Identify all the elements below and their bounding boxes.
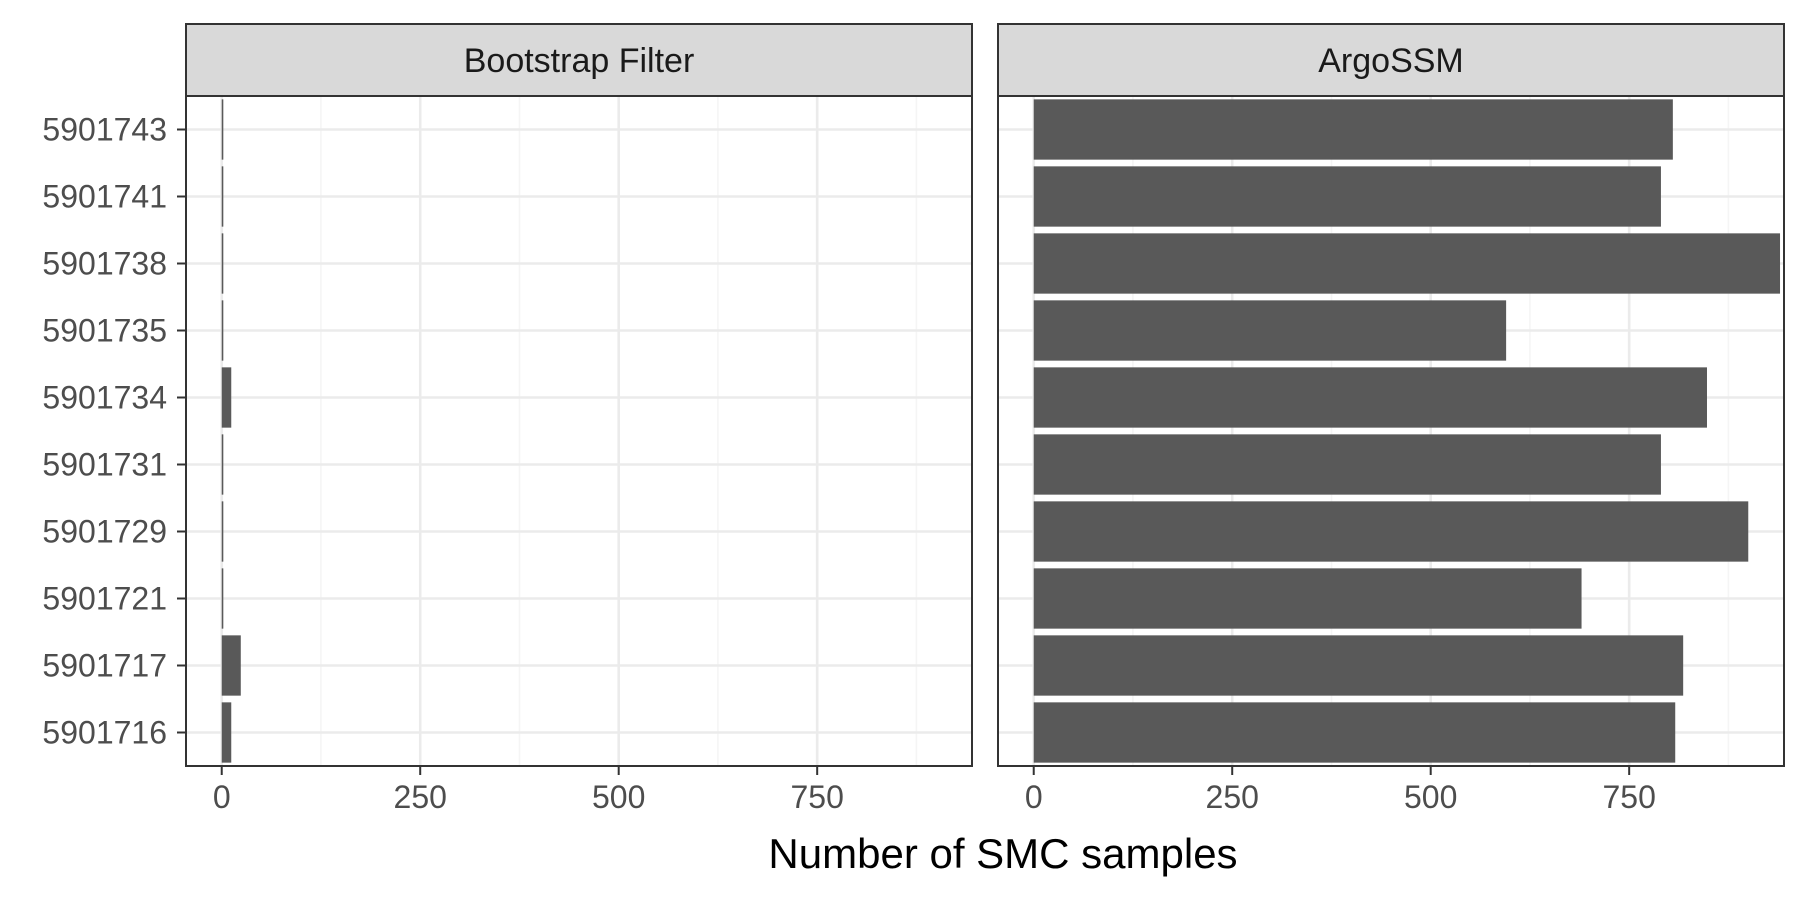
bar <box>221 568 224 629</box>
y-axis-labels: 5901743 5901741 5901738 5901735 5901734 59017… <box>42 112 186 751</box>
bar <box>1033 568 1582 629</box>
x-tick-label: 500 <box>592 779 645 815</box>
bar <box>221 300 224 361</box>
bar <box>1033 434 1661 495</box>
panel-background <box>186 96 972 766</box>
facet-strip <box>185 23 973 97</box>
x-tick-label: 750 <box>790 779 843 815</box>
x-tick-label: 0 <box>213 779 231 815</box>
y-tick-label: 5901717 <box>42 648 167 684</box>
bar <box>1033 635 1684 696</box>
bar <box>221 367 232 428</box>
x-tick-label: 250 <box>394 779 447 815</box>
x-axis-title: Number of SMC samples <box>768 830 1237 877</box>
bar <box>221 166 224 227</box>
y-tick-label: 5901738 <box>42 246 167 282</box>
facet-title: Bootstrap Filter <box>464 42 695 80</box>
x-tick-label: 0 <box>1025 779 1043 815</box>
y-tick-label: 5901734 <box>42 380 167 416</box>
bar <box>221 233 224 294</box>
bar <box>221 635 241 696</box>
y-tick-label: 5901729 <box>42 514 167 550</box>
y-tick-label: 5901741 <box>42 179 167 215</box>
y-tick-label: 5901716 <box>42 715 167 751</box>
panel-2: ArgoSSM 0 250 500 750 <box>997 23 1785 815</box>
bar <box>221 99 224 160</box>
panels-group: Bootstrap Filter 0 250 500 750 ArgoSSM 0 250 500… <box>185 23 1785 815</box>
facet-strip <box>997 23 1785 97</box>
x-tick-label: 750 <box>1602 779 1655 815</box>
y-tick-label: 5901721 <box>42 581 167 617</box>
bar <box>1033 166 1661 227</box>
facet-title: ArgoSSM <box>1318 42 1464 80</box>
bar <box>1033 367 1707 428</box>
bar <box>1033 702 1676 763</box>
bar <box>1033 501 1749 562</box>
bar <box>221 702 232 763</box>
x-tick-label: 500 <box>1404 779 1457 815</box>
y-tick-label: 5901743 <box>42 112 167 148</box>
bar <box>1033 300 1507 361</box>
bar <box>1033 233 1781 294</box>
x-tick-label: 250 <box>1206 779 1259 815</box>
panel-1: Bootstrap Filter 0 250 500 750 <box>185 23 973 815</box>
bar <box>1033 99 1673 160</box>
y-tick-label: 5901735 <box>42 313 167 349</box>
bar <box>221 501 224 562</box>
bar <box>221 434 224 495</box>
y-tick-label: 5901731 <box>42 447 167 483</box>
